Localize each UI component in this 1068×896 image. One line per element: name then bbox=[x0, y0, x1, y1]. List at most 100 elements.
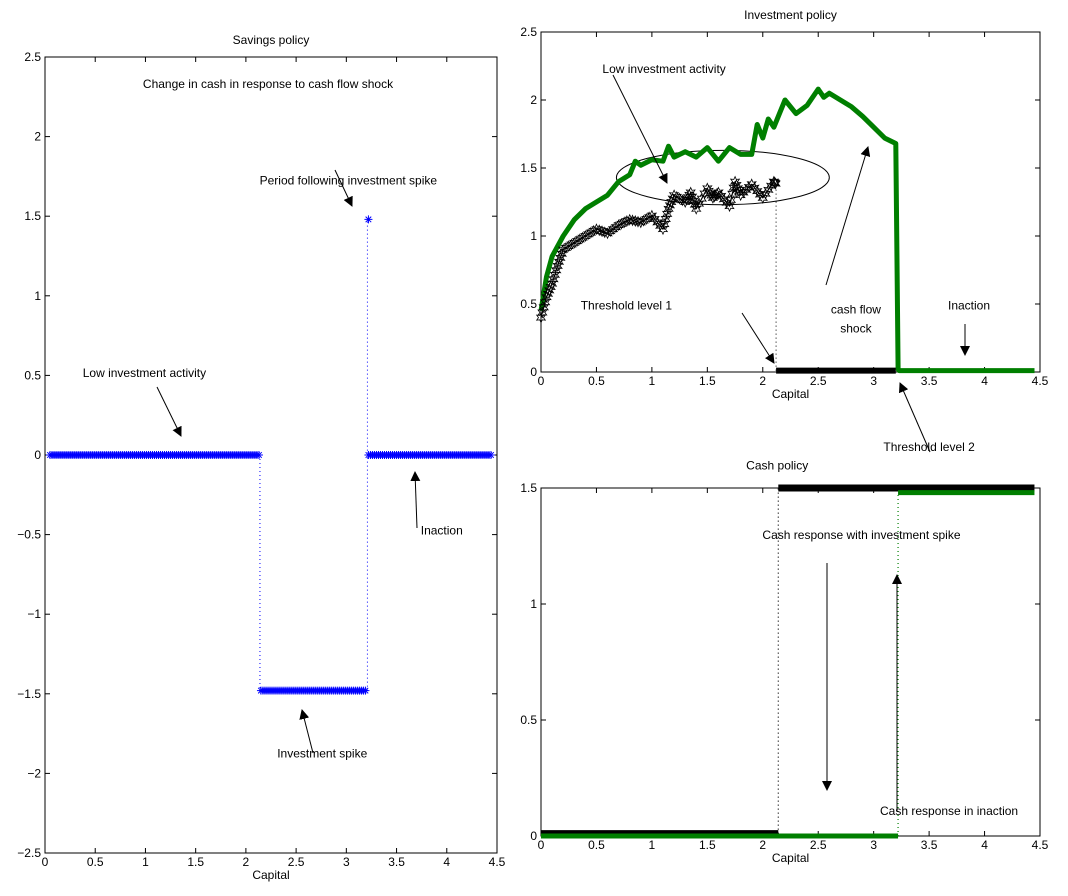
series-0 bbox=[538, 86, 1035, 374]
x-tick-label: 2 bbox=[759, 838, 766, 852]
x-tick-label: 1.5 bbox=[699, 838, 716, 852]
annotation: Inaction bbox=[421, 524, 463, 538]
y-tick-label: 2.5 bbox=[24, 50, 41, 64]
data-point bbox=[688, 194, 699, 207]
data-point bbox=[655, 219, 666, 232]
y-tick-label: −1 bbox=[27, 607, 41, 621]
x-tick-label: 2 bbox=[759, 374, 766, 388]
data-point bbox=[729, 175, 741, 188]
x-tick-label: 0 bbox=[42, 855, 49, 869]
y-tick-label: 0.5 bbox=[520, 297, 537, 311]
data-point bbox=[602, 227, 613, 240]
data-point bbox=[591, 223, 602, 236]
y-tick-label: 1.5 bbox=[24, 209, 41, 223]
annotation: shock bbox=[840, 322, 872, 336]
x-tick-label: 0 bbox=[538, 838, 545, 852]
data-point bbox=[713, 186, 724, 199]
data-point bbox=[553, 255, 565, 268]
savings-policy-chart: 0 0.5 1 1.5 2 2.5 3 3.5 4 4.5 2.5 2 1.5 1 0.5 0 −0.5 −1 −1… bbox=[17, 33, 505, 882]
x-tick-label: 2 bbox=[243, 855, 250, 869]
data-point bbox=[548, 273, 559, 286]
data-point bbox=[551, 264, 562, 277]
data-point bbox=[627, 214, 638, 227]
annotation: Threshold level 1 bbox=[581, 298, 673, 312]
data-point bbox=[721, 196, 732, 209]
y-tick-label: 0 bbox=[34, 448, 41, 462]
annotation-arrow bbox=[899, 382, 931, 453]
data-point bbox=[765, 179, 777, 192]
x-tick-label: 3.5 bbox=[921, 838, 938, 852]
chart-title: Investment policy bbox=[744, 8, 837, 22]
y-tick-label: 2 bbox=[530, 93, 537, 107]
data-point bbox=[716, 189, 727, 202]
annotation: Period following investment spike bbox=[260, 173, 438, 187]
data-point bbox=[594, 224, 605, 237]
data-point bbox=[746, 178, 757, 191]
data-point bbox=[728, 181, 739, 194]
x-axis-label: Capital bbox=[772, 851, 809, 865]
annotation-arrows bbox=[156, 74, 970, 812]
data-point bbox=[546, 277, 558, 290]
data-point bbox=[763, 183, 774, 196]
x-tick-label: 1.5 bbox=[187, 855, 204, 869]
data-point bbox=[668, 189, 680, 202]
x-tick-label: 3 bbox=[870, 838, 877, 852]
annotation: Cash policy bbox=[746, 458, 808, 472]
annotation-arrow bbox=[825, 146, 871, 286]
y-tick-label: 1.5 bbox=[520, 481, 537, 495]
data-point bbox=[671, 190, 683, 203]
y-tick-label: 1 bbox=[530, 597, 537, 611]
data-point bbox=[689, 198, 701, 211]
data-point bbox=[618, 216, 630, 229]
data-point bbox=[731, 179, 742, 191]
x-tick-label: 4 bbox=[981, 838, 988, 852]
annotation: Low investment activity bbox=[602, 62, 725, 76]
y-tick-label: 0 bbox=[530, 365, 537, 379]
annotation-arrow bbox=[410, 471, 421, 529]
annotation: Low investment activity bbox=[83, 366, 206, 380]
x-tick-label: 0.5 bbox=[588, 374, 605, 388]
annotation-arrow bbox=[612, 74, 668, 184]
annotation-arrow bbox=[741, 312, 775, 364]
x-tick-label: 4.5 bbox=[1032, 374, 1049, 388]
chart-subtitle: Change in cash in response to cash flow … bbox=[143, 77, 394, 91]
data-point bbox=[724, 200, 735, 213]
data-point bbox=[361, 686, 370, 695]
plot-area bbox=[540, 31, 1041, 373]
series-1 bbox=[541, 490, 1035, 839]
data-point bbox=[649, 213, 660, 225]
x-tick-label: 2.5 bbox=[810, 374, 827, 388]
x-tick-label: 3.5 bbox=[921, 374, 938, 388]
data-point bbox=[486, 451, 495, 459]
data-point bbox=[760, 187, 771, 200]
y-tick-label: 1 bbox=[34, 289, 41, 303]
annotation: Inaction bbox=[948, 298, 990, 312]
x-tick-label: 1 bbox=[649, 838, 656, 852]
y-tick-label: 2.5 bbox=[520, 25, 537, 39]
data-point bbox=[674, 192, 685, 205]
y-tick-label: 1.5 bbox=[520, 161, 537, 175]
x-tick-label: 2.5 bbox=[810, 838, 827, 852]
x-tick-label: 3 bbox=[343, 855, 350, 869]
x-tick-label: 2.5 bbox=[288, 855, 305, 869]
x-tick-label: 1 bbox=[142, 855, 149, 869]
y-tick-label: 0.5 bbox=[24, 368, 41, 382]
y-tick-label: −1.5 bbox=[17, 687, 41, 701]
data-point bbox=[770, 177, 781, 190]
y-tick-label: 0.5 bbox=[520, 713, 537, 727]
annotation-arrow bbox=[334, 169, 353, 207]
data-point bbox=[607, 223, 619, 236]
data-point bbox=[632, 215, 644, 228]
x-tick-label: 3 bbox=[870, 374, 877, 388]
annotation: Threshold level 2 bbox=[883, 440, 975, 454]
y-tick-label: −0.5 bbox=[17, 528, 41, 542]
x-tick-label: 0 bbox=[538, 374, 545, 388]
y-tick-label: 1 bbox=[530, 229, 537, 243]
series-1 bbox=[535, 175, 781, 324]
marker-segment bbox=[364, 451, 495, 459]
series-line bbox=[538, 86, 1035, 374]
marker-segment bbox=[256, 686, 370, 695]
y-tick-label: 0 bbox=[530, 829, 537, 843]
data-point bbox=[725, 194, 737, 207]
data-point bbox=[599, 226, 610, 239]
